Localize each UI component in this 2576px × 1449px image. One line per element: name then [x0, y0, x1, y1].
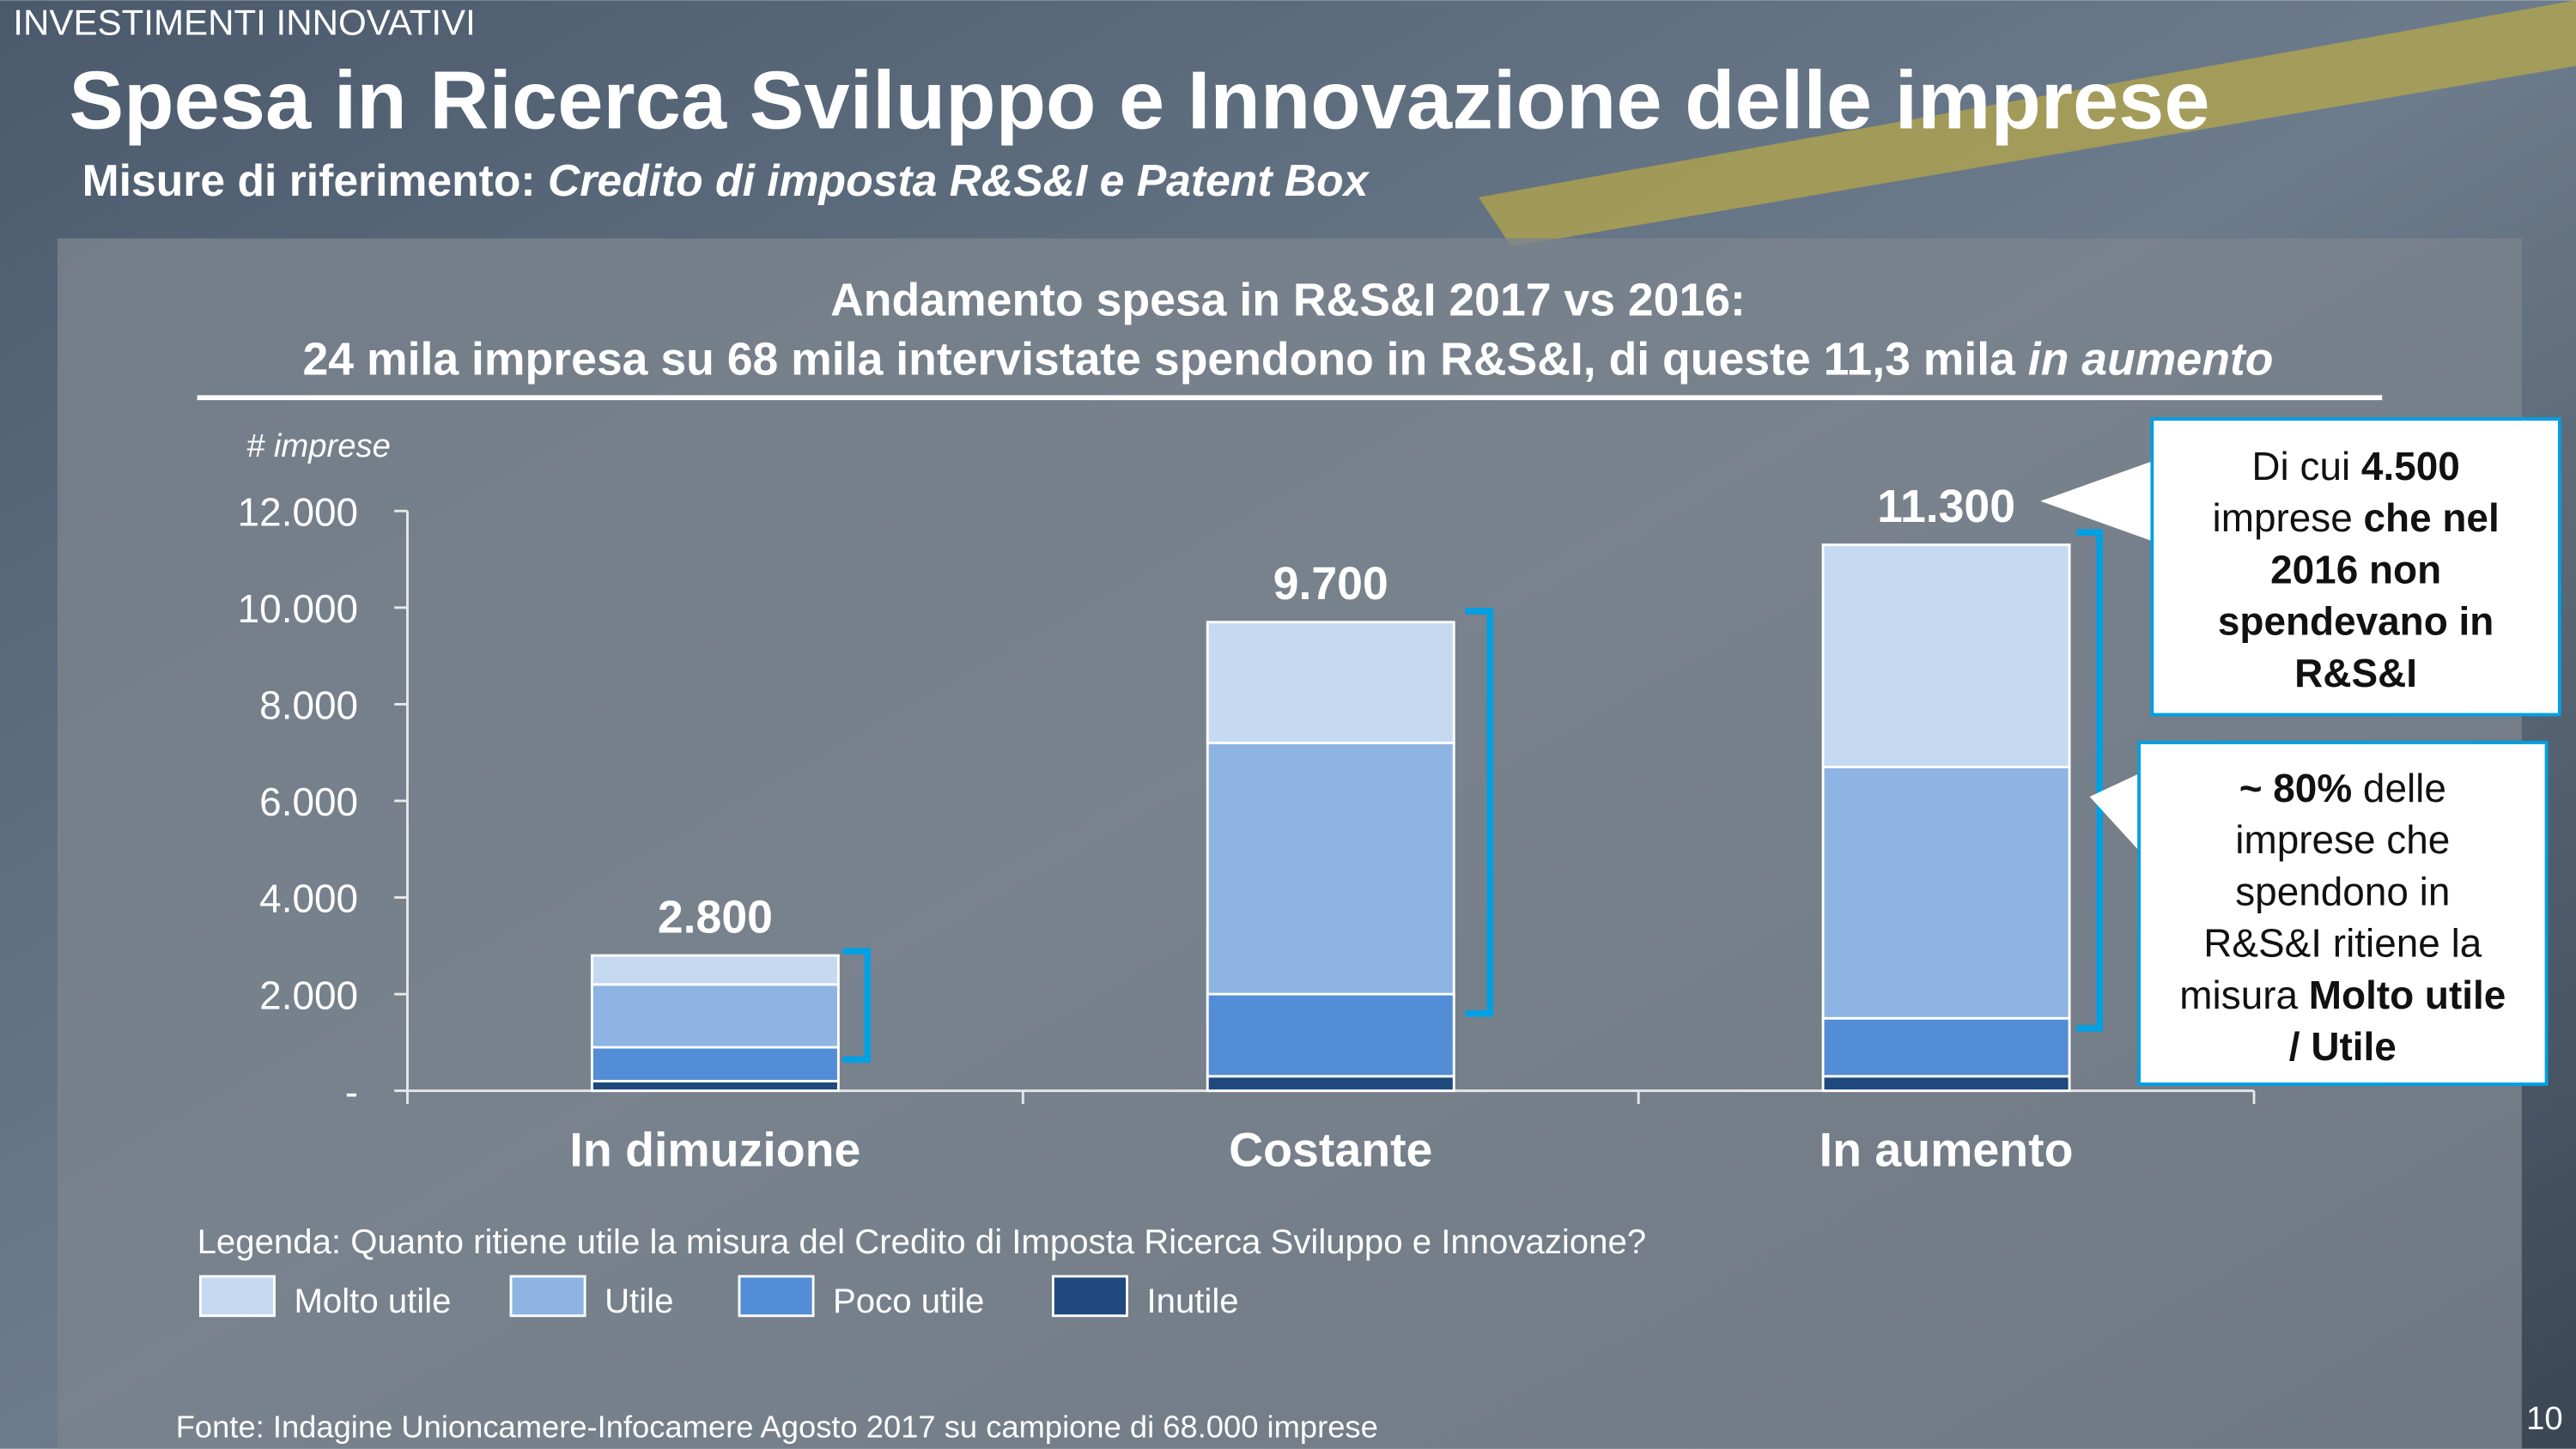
y-tick-label: 6.000: [259, 779, 358, 824]
slide-title: Spesa in Ricerca Sviluppo e Innovazione …: [69, 54, 2209, 146]
x-tick-label: Costante: [1229, 1124, 1432, 1177]
bar-segment: [1206, 621, 1455, 744]
bar-segment: [590, 1079, 840, 1093]
legend-swatch: [509, 1275, 586, 1318]
slide-subtitle: Misure di riferimento: Credito di impost…: [82, 155, 1370, 205]
callout-text: imprese: [2213, 495, 2364, 540]
callout-line: ~ 80% delle: [2239, 766, 2446, 810]
bar-segment: [1206, 1075, 1455, 1093]
legend-label: Inutile: [1146, 1282, 1238, 1320]
bar-segment: [1821, 1075, 2071, 1093]
callout-text: misura: [2179, 973, 2309, 1017]
y-tick-label: 2.000: [259, 973, 358, 1017]
callout-line: spendevano in: [2218, 599, 2494, 644]
page-number: 10: [2526, 1400, 2563, 1437]
callout-text: R&S&I: [2294, 651, 2417, 695]
section-label: INVESTIMENTI INNOVATIVI: [13, 2, 476, 42]
callout-line: Di cui 4.500: [2251, 444, 2459, 488]
callout-line: imprese che nel: [2213, 495, 2500, 540]
bracket: [1465, 608, 1494, 1017]
bar-segment: [1206, 992, 1455, 1078]
y-tick-label: 10.000: [238, 586, 358, 631]
brackets: [842, 529, 2103, 1064]
y-axis-label: # imprese: [246, 427, 391, 464]
bar-segment: [590, 983, 840, 1049]
chart-title: Andamento spesa in R&S&I 2017 vs 2016:: [830, 276, 1746, 326]
total-label: 2.800: [658, 892, 773, 943]
callout-line: R&S&I ritiene la: [2203, 921, 2482, 966]
callout-box: [2137, 741, 2549, 1086]
legend-label: Molto utile: [294, 1282, 451, 1320]
callout-text: / Utile: [2289, 1024, 2397, 1069]
bar-segment: [1206, 741, 1455, 996]
legend-label: Utile: [605, 1282, 673, 1320]
y-tick-label: 8.000: [259, 683, 358, 728]
bar-segment: [590, 1046, 840, 1082]
total-label: 11.300: [1877, 482, 2015, 532]
legend-label: Poco utile: [833, 1282, 984, 1320]
background-beam: [1478, 0, 2576, 247]
bar-segment: [1821, 1016, 2071, 1078]
callout-text: Di cui: [2251, 444, 2361, 488]
callout-line: / Utile: [2289, 1024, 2397, 1069]
y-tick-label: -: [345, 1070, 358, 1114]
bar-segment: [1821, 766, 2071, 1020]
legend-swatch: [198, 1275, 276, 1318]
callout-text: spendono in: [2235, 869, 2450, 913]
callout-text: che nel: [2364, 495, 2500, 540]
callout-line: imprese che: [2235, 817, 2450, 862]
legend-title: Legenda: Quanto ritiene utile la misura …: [197, 1222, 1647, 1261]
chart-subtitle: 24 mila impresa su 68 mila intervistate …: [302, 334, 2273, 385]
callout-line: spendono in: [2235, 869, 2450, 913]
callout-text: Molto utile: [2309, 973, 2506, 1017]
callout-box: [2150, 417, 2561, 717]
legend-swatch: [1051, 1275, 1128, 1318]
callout-text: 4.500: [2361, 444, 2460, 488]
callout-pointer: [2040, 459, 2156, 543]
callout-line: misura Molto utile: [2179, 973, 2506, 1017]
legend-swatch: [738, 1275, 815, 1318]
x-tick-label: In aumento: [1820, 1124, 2074, 1177]
callout-line: R&S&I: [2294, 651, 2417, 695]
callout-text: imprese che: [2235, 817, 2450, 862]
bar-segment: [590, 954, 840, 986]
bar-segment: [1821, 543, 2071, 769]
callout-text: delle: [2352, 766, 2446, 810]
source-note: Fonte: Indagine Unioncamere-Infocamere A…: [176, 1409, 1378, 1444]
callout-text: R&S&I ritiene la: [2203, 921, 2482, 966]
callout-text: spendevano in: [2218, 599, 2494, 644]
callout-line: 2016 non: [2270, 547, 2441, 591]
callout-text: ~ 80%: [2239, 766, 2352, 810]
callout-pointer: [2089, 772, 2142, 855]
x-tick-label: In dimuzione: [569, 1124, 860, 1177]
bracket: [2076, 529, 2103, 1032]
total-label: 9.700: [1273, 559, 1388, 609]
callout-text: 2016 non: [2270, 547, 2441, 591]
y-tick-label: 12.000: [238, 489, 358, 534]
bracket: [842, 948, 872, 1064]
y-tick-label: 4.000: [259, 876, 358, 921]
